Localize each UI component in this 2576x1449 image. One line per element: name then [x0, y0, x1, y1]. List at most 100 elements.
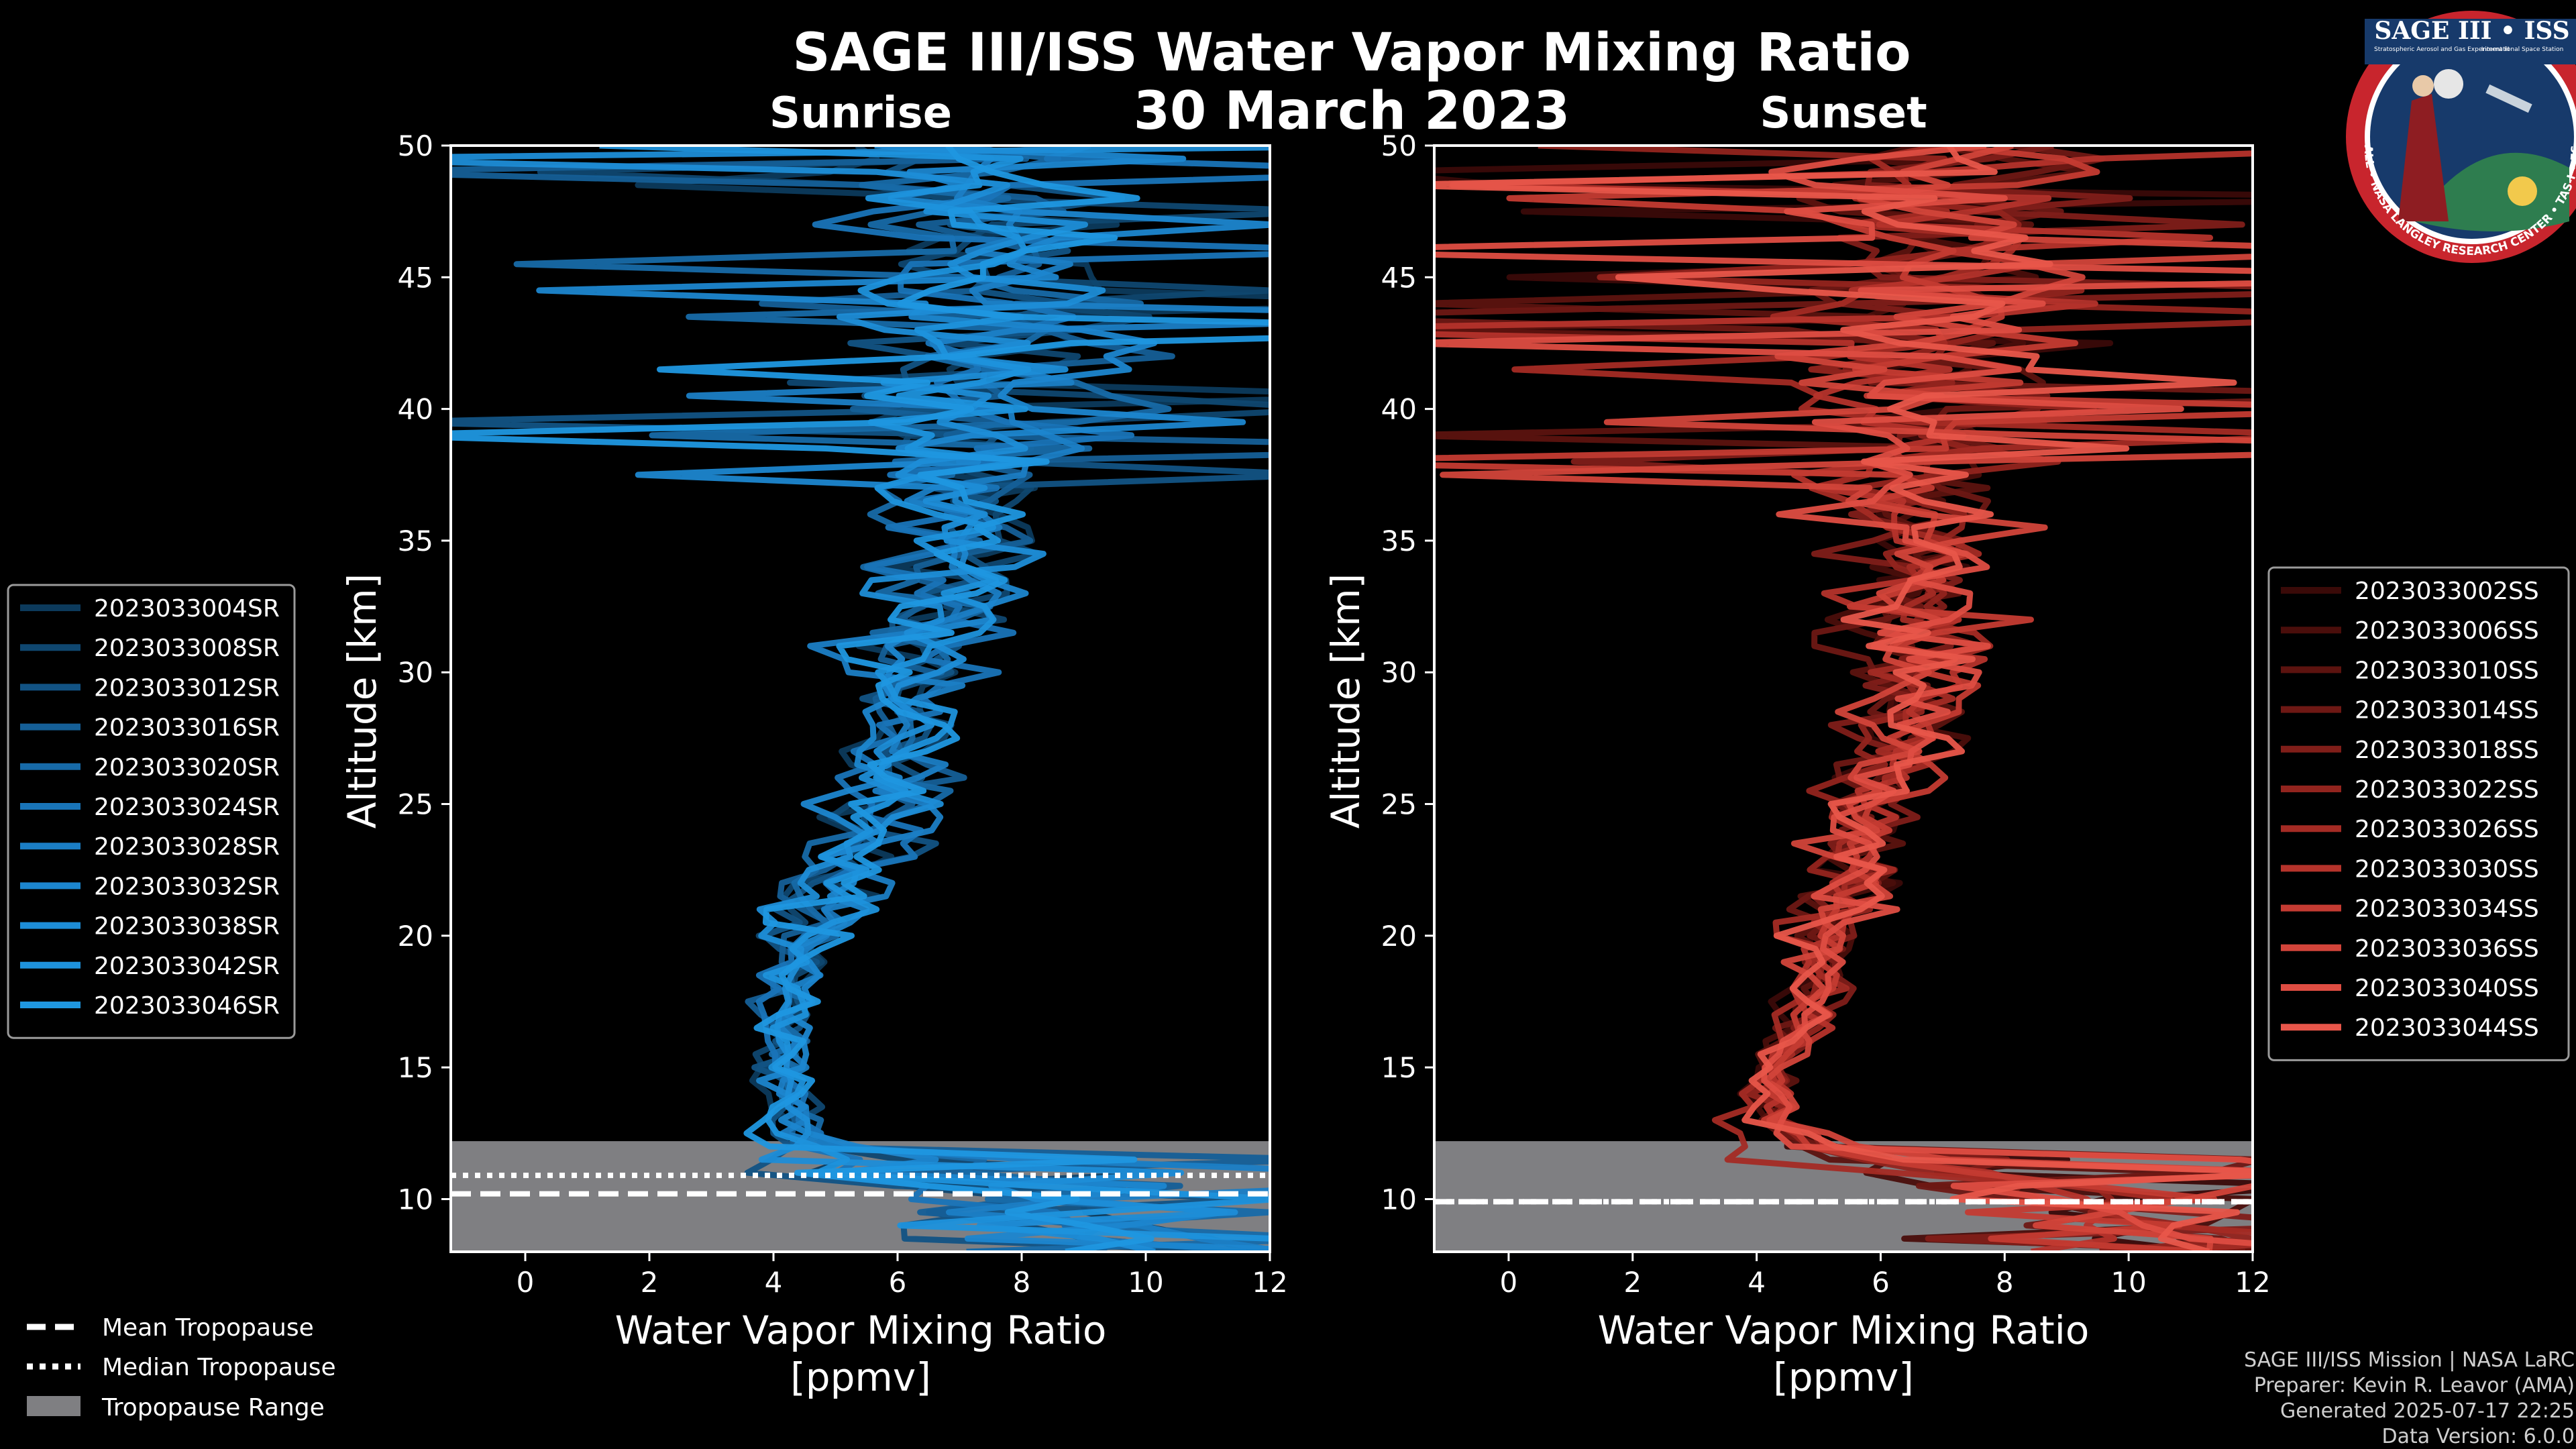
legend-label-2023033040SS: 2023033040SS	[2355, 975, 2539, 1002]
sunset-ytick-label: 45	[1381, 261, 1417, 294]
legend-label-2023033002SS: 2023033002SS	[2355, 578, 2539, 605]
sunrise-panel: 0 2 4 6 8 10 12 10 15 20 25 30 35 40 45 50 Altitude [km…	[339, 129, 1288, 1400]
legend-label-2023033034SS: 2023033034SS	[2355, 896, 2539, 923]
series-line-2023033046SR	[451, 146, 1270, 1252]
sunset-xlabel: Water Vapor Mixing Ratio	[1598, 1307, 2090, 1353]
badge-header-band	[2365, 19, 2576, 64]
badge-figure	[2398, 94, 2449, 221]
sunrise-xtick-label: 10	[1128, 1266, 1163, 1299]
sunset-ytick-label: 30	[1381, 656, 1417, 689]
sunset-ytick-label: 15	[1381, 1051, 1417, 1084]
sunset-xlabel-units: [ppmv]	[1773, 1354, 1914, 1400]
footer-generated: Generated 2025-07-17 22:25	[2280, 1399, 2575, 1423]
legend-label-2023033038SR: 2023033038SR	[94, 913, 280, 941]
sunset-ytick-label: 25	[1381, 788, 1417, 821]
legend-label-2023033024SR: 2023033024SR	[94, 794, 280, 821]
sunrise-ytick-label: 15	[398, 1051, 433, 1084]
sunrise-ytick-label: 10	[398, 1183, 433, 1216]
legend-label-2023033022SS: 2023033022SS	[2355, 776, 2539, 804]
sunrise-legend: 2023033004SR 2023033008SR 2023033012SR 2023…	[7, 584, 296, 1039]
sunset-xtick-label: 6	[1872, 1266, 1890, 1299]
legend-label-2023033028SR: 2023033028SR	[94, 833, 280, 861]
sunset-panel: 0 2 4 6 8 10 12 10 15 20 25 30 35 40 45 50 Altitude [km…	[1323, 129, 2271, 1400]
sunset-xtick-label: 0	[1500, 1266, 1518, 1299]
sunset-axes: 0 2 4 6 8 10 12 10 15 20 25 30 35 40 45 50	[1381, 129, 2271, 1299]
legend-label-2023033020SR: 2023033020SR	[94, 754, 280, 782]
sunset-xtick-label: 12	[2235, 1266, 2270, 1299]
legend-label-2023033012SR: 2023033012SR	[94, 674, 280, 702]
sunrise-xtick-label: 12	[1252, 1266, 1287, 1299]
series-line-2023033040SS	[1434, 146, 2253, 1246]
series-line-2023033028SR	[686, 146, 1270, 1252]
sunrise-axes-frame	[449, 144, 1271, 1253]
sunrise-ytick-label: 45	[398, 261, 433, 294]
sunset-series-group	[1434, 146, 2253, 1252]
badge-title: SAGE III • ISS	[2374, 17, 2569, 45]
legend-label-2023033042SR: 2023033042SR	[94, 953, 280, 980]
sunset-legend-frame	[2267, 566, 2570, 1061]
badge-subtitle-1: Stratospheric Aerosol and Gas Experiment…	[2374, 46, 2510, 53]
legend-label-2023033030SS: 2023033030SS	[2355, 855, 2539, 883]
legend-label-2023033046SR: 2023033046SR	[94, 992, 280, 1020]
legend-label-2023033044SS: 2023033044SS	[2355, 1014, 2539, 1042]
sunrise-ytick-label: 50	[398, 129, 433, 162]
sunset-ytick-label: 10	[1381, 1183, 1417, 1216]
legend-label-2023033026SS: 2023033026SS	[2355, 816, 2539, 843]
sunrise-xtick-label: 0	[517, 1266, 535, 1299]
legend-label-2023033016SR: 2023033016SR	[94, 714, 280, 742]
legend-label-2023033006SS: 2023033006SS	[2355, 617, 2539, 645]
sunrise-profiles	[451, 146, 1270, 1252]
sunrise-ylabel: Altitude [km]	[339, 574, 385, 828]
sunset-ytick-label: 35	[1381, 525, 1417, 557]
sunset-ytick-label: 40	[1381, 393, 1417, 426]
badge-earth	[2415, 152, 2569, 231]
sunset-ytick-label: 50	[1381, 129, 1417, 162]
legend-label-2023033008SR: 2023033008SR	[94, 635, 280, 662]
tropopause-legend: Mean Tropopause Median Tropopause Tropop…	[27, 1314, 336, 1421]
chart-title: SAGE III/ISS Water Vapor Mixing Ratio	[792, 23, 1911, 83]
sunrise-ytick-label: 35	[398, 525, 433, 557]
badge-subtitle-2: International Space Station	[2481, 46, 2564, 53]
sunrise-xtick-label: 6	[889, 1266, 907, 1299]
sunrise-axes: 0 2 4 6 8 10 12 10 15 20 25 30 35 40 45 50	[398, 129, 1288, 1299]
legend-label-2023033010SS: 2023033010SS	[2355, 657, 2539, 684]
sunset-xtick-label: 8	[1996, 1266, 2014, 1299]
panel-title-sunset: Sunset	[1760, 89, 1927, 138]
median-tropopause-label: Median Tropopause	[102, 1354, 336, 1381]
footer-mission: SAGE III/ISS Mission | NASA LaRC	[2244, 1348, 2575, 1372]
footer: SAGE III/ISS Mission | NASA LaRC Prepare…	[2244, 1348, 2575, 1448]
badge-moon	[2434, 69, 2463, 99]
sunset-ylabel: Altitude [km]	[1323, 574, 1368, 828]
sunrise-ytick-label: 25	[398, 788, 433, 821]
sunrise-series-group	[451, 146, 1270, 1252]
legend-label-2023033004SR: 2023033004SR	[94, 595, 280, 623]
sunrise-xtick-label: 2	[641, 1266, 659, 1299]
sunset-axes-frame	[1433, 144, 2254, 1253]
sunrise-xlabel: Water Vapor Mixing Ratio	[615, 1307, 1107, 1353]
chart-date: 30 March 2023	[1134, 81, 1570, 142]
series-line-2023033044SS	[1434, 146, 2253, 1252]
sunset-legend: 2023033002SS 2023033006SS 2023033010SS 2023…	[2267, 566, 2570, 1061]
sunset-xtick-label: 10	[2110, 1266, 2146, 1299]
sunset-profiles	[1434, 146, 2253, 1252]
panel-title-sunrise: Sunrise	[769, 89, 952, 138]
tropopause-range-label: Tropopause Range	[101, 1394, 325, 1421]
series-line-2023033042SR	[599, 146, 1270, 1242]
footer-version: Data Version: 6.0.0	[2382, 1425, 2575, 1448]
tropopause-range-swatch	[27, 1396, 80, 1416]
badge-sun	[2508, 176, 2537, 206]
sunrise-ytick-label: 20	[398, 920, 433, 953]
sunrise-xlabel-units: [ppmv]	[790, 1354, 931, 1400]
sunset-ytick-label: 20	[1381, 920, 1417, 953]
badge-station	[2485, 84, 2532, 113]
sunrise-ytick-label: 30	[398, 656, 433, 689]
footer-preparer: Preparer: Kevin R. Leavor (AMA)	[2254, 1374, 2575, 1397]
mean-tropopause-label: Mean Tropopause	[102, 1314, 314, 1342]
legend-label-2023033014SS: 2023033014SS	[2355, 697, 2539, 724]
sunrise-xtick-label: 8	[1013, 1266, 1031, 1299]
legend-label-2023033032SR: 2023033032SR	[94, 873, 280, 900]
legend-label-2023033018SS: 2023033018SS	[2355, 737, 2539, 764]
sunset-xtick-label: 2	[1623, 1266, 1642, 1299]
sunrise-xtick-label: 4	[765, 1266, 783, 1299]
